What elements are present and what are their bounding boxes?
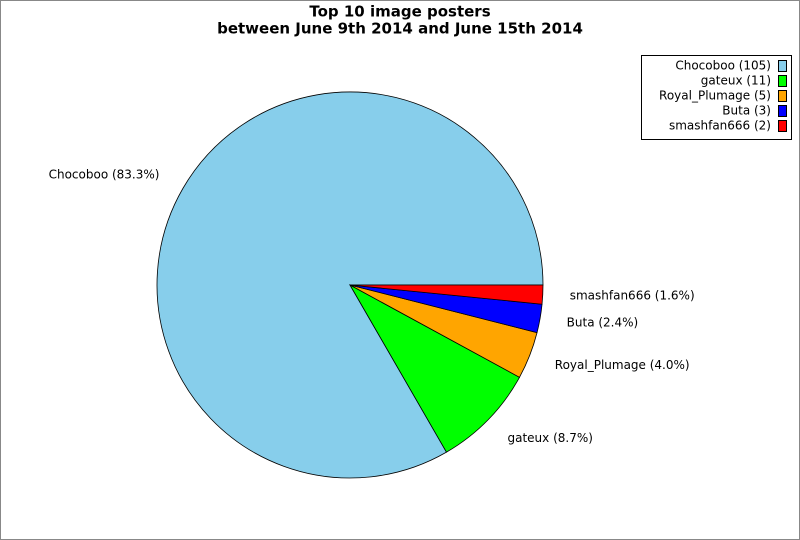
legend-label: Royal_Plumage (5) bbox=[659, 89, 771, 103]
slice-label: smashfan666 (1.6%) bbox=[570, 288, 695, 302]
slice-label: Royal_Plumage (4.0%) bbox=[555, 358, 690, 372]
slice-label: Buta (2.4%) bbox=[567, 316, 639, 330]
legend-swatch bbox=[778, 75, 787, 87]
legend-swatch bbox=[778, 105, 787, 117]
slice-label: Chocoboo (83.3%) bbox=[49, 168, 160, 182]
pie-slice bbox=[349, 284, 544, 305]
legend-label: gateux (11) bbox=[701, 74, 771, 88]
legend-swatch bbox=[778, 90, 787, 102]
legend-box bbox=[641, 55, 792, 140]
legend-swatch bbox=[778, 60, 787, 72]
legend-swatch bbox=[778, 120, 787, 132]
legend-label: Chocoboo (105) bbox=[675, 59, 771, 73]
chart-subtitle: between June 9th 2014 and June 15th 2014 bbox=[217, 20, 583, 38]
legend-label: Buta (3) bbox=[722, 104, 771, 118]
pie-slice bbox=[348, 283, 521, 453]
chart-title: Top 10 image posters bbox=[309, 3, 490, 21]
slice-label: gateux (8.7%) bbox=[507, 431, 592, 445]
legend-label: smashfan666 (2) bbox=[669, 119, 771, 133]
